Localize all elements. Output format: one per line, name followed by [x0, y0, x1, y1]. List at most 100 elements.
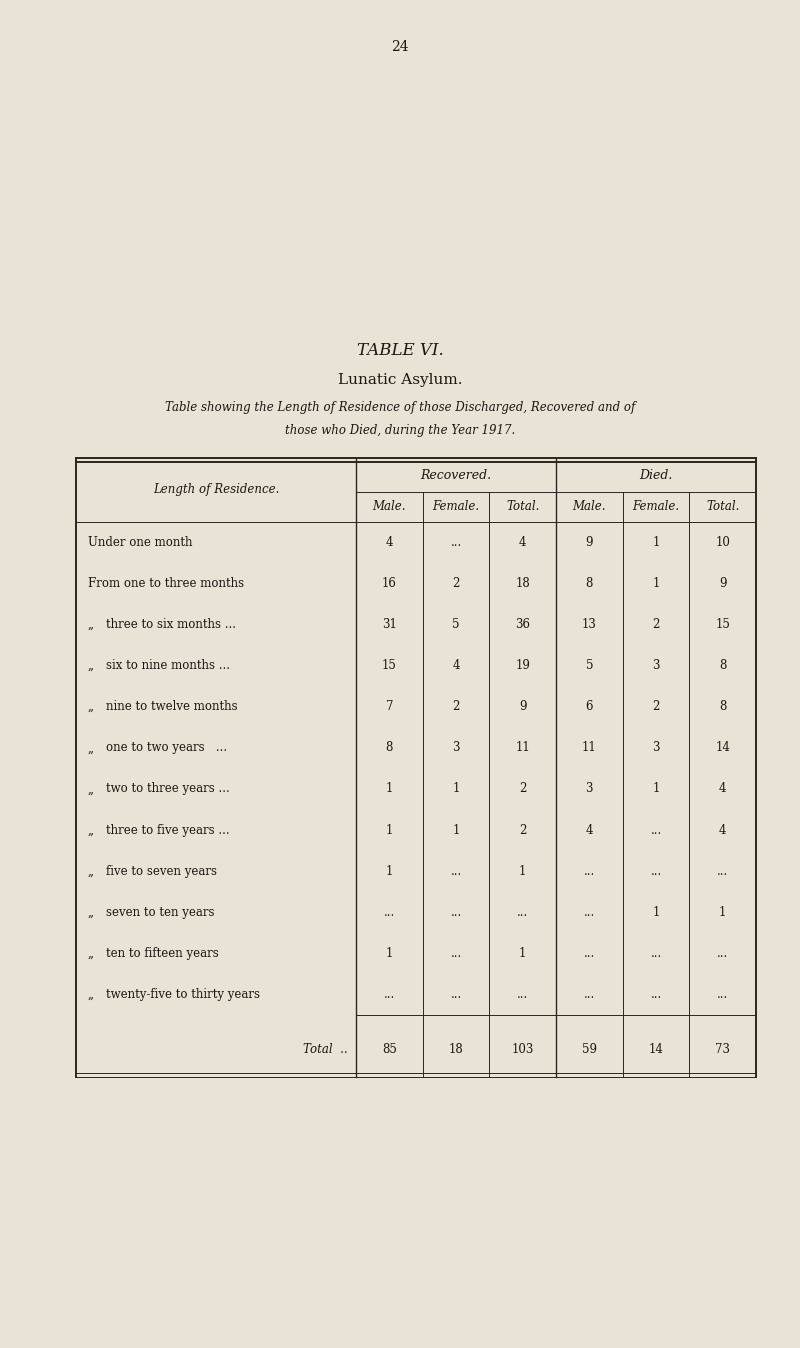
- Text: TABLE VI.: TABLE VI.: [357, 342, 443, 359]
- Text: 14: 14: [649, 1043, 663, 1057]
- Text: three to five years ...: three to five years ...: [106, 824, 230, 837]
- Text: 2: 2: [652, 700, 660, 713]
- Text: „: „: [88, 946, 94, 960]
- Text: 103: 103: [511, 1043, 534, 1057]
- Text: 18: 18: [515, 577, 530, 590]
- Text: 9: 9: [519, 700, 526, 713]
- Text: ten to fifteen years: ten to fifteen years: [106, 946, 219, 960]
- Text: 1: 1: [652, 535, 660, 549]
- Text: 1: 1: [386, 824, 393, 837]
- Text: Length of Residence.: Length of Residence.: [153, 484, 279, 496]
- Text: 1: 1: [452, 782, 460, 795]
- Text: ...: ...: [584, 864, 595, 878]
- Text: seven to ten years: seven to ten years: [106, 906, 215, 919]
- Text: ...: ...: [517, 988, 528, 1002]
- Text: 1: 1: [452, 824, 460, 837]
- Text: 11: 11: [515, 741, 530, 755]
- Text: 2: 2: [452, 577, 460, 590]
- Text: ...: ...: [384, 988, 395, 1002]
- Text: 14: 14: [715, 741, 730, 755]
- Text: ...: ...: [717, 946, 728, 960]
- Text: 16: 16: [382, 577, 397, 590]
- Text: twenty-five to thirty years: twenty-five to thirty years: [106, 988, 260, 1002]
- Text: those who Died, during the Year 1917.: those who Died, during the Year 1917.: [285, 423, 515, 437]
- Text: 1: 1: [519, 864, 526, 878]
- Text: 3: 3: [652, 741, 660, 755]
- Text: Female.: Female.: [433, 500, 479, 514]
- Text: ...: ...: [650, 864, 662, 878]
- Text: 10: 10: [715, 535, 730, 549]
- Text: „: „: [88, 782, 94, 795]
- Text: 18: 18: [449, 1043, 463, 1057]
- Text: 5: 5: [586, 659, 593, 673]
- Text: From one to three months: From one to three months: [88, 577, 244, 590]
- Text: ...: ...: [584, 946, 595, 960]
- Text: 9: 9: [586, 535, 593, 549]
- Text: „: „: [88, 617, 94, 631]
- Text: Under one month: Under one month: [88, 535, 193, 549]
- Text: one to two years   ...: one to two years ...: [106, 741, 227, 755]
- Text: Male.: Male.: [573, 500, 606, 514]
- Text: 1: 1: [386, 864, 393, 878]
- Text: three to six months ...: three to six months ...: [106, 617, 237, 631]
- Text: ...: ...: [450, 988, 462, 1002]
- Text: „: „: [88, 906, 94, 919]
- Text: 31: 31: [382, 617, 397, 631]
- Text: Female.: Female.: [633, 500, 679, 514]
- Text: 2: 2: [452, 700, 460, 713]
- Text: „: „: [88, 864, 94, 878]
- Text: ...: ...: [584, 988, 595, 1002]
- Text: 1: 1: [652, 906, 660, 919]
- Text: 3: 3: [652, 659, 660, 673]
- Text: 19: 19: [515, 659, 530, 673]
- Text: five to seven years: five to seven years: [106, 864, 218, 878]
- Text: Total.: Total.: [506, 500, 539, 514]
- Text: ...: ...: [450, 535, 462, 549]
- Text: 1: 1: [652, 782, 660, 795]
- Text: 1: 1: [719, 906, 726, 919]
- Text: ...: ...: [650, 988, 662, 1002]
- Text: 1: 1: [386, 946, 393, 960]
- Text: Total.: Total.: [706, 500, 739, 514]
- Text: Recovered.: Recovered.: [421, 469, 491, 481]
- Text: „: „: [88, 988, 94, 1002]
- Text: 6: 6: [586, 700, 593, 713]
- Text: 4: 4: [719, 782, 726, 795]
- Text: ...: ...: [450, 946, 462, 960]
- Text: 1: 1: [652, 577, 660, 590]
- Text: ...: ...: [450, 864, 462, 878]
- Text: 15: 15: [715, 617, 730, 631]
- Text: „: „: [88, 741, 94, 755]
- Text: 3: 3: [452, 741, 460, 755]
- Text: 4: 4: [519, 535, 526, 549]
- Text: „: „: [88, 659, 94, 673]
- Text: 1: 1: [386, 782, 393, 795]
- Text: „: „: [88, 700, 94, 713]
- Text: 4: 4: [386, 535, 393, 549]
- Text: 11: 11: [582, 741, 597, 755]
- Text: 15: 15: [382, 659, 397, 673]
- Text: 59: 59: [582, 1043, 597, 1057]
- Text: Total  ..: Total ..: [303, 1043, 348, 1057]
- Text: ...: ...: [650, 946, 662, 960]
- Text: 2: 2: [652, 617, 660, 631]
- Text: 8: 8: [586, 577, 593, 590]
- Text: 2: 2: [519, 782, 526, 795]
- Text: 36: 36: [515, 617, 530, 631]
- Text: 85: 85: [382, 1043, 397, 1057]
- Text: ...: ...: [650, 824, 662, 837]
- Text: ...: ...: [384, 906, 395, 919]
- Text: 3: 3: [586, 782, 593, 795]
- Text: six to nine months ...: six to nine months ...: [106, 659, 230, 673]
- Text: 13: 13: [582, 617, 597, 631]
- Text: 8: 8: [719, 659, 726, 673]
- Text: Lunatic Asylum.: Lunatic Asylum.: [338, 373, 462, 387]
- Text: Male.: Male.: [373, 500, 406, 514]
- Text: 8: 8: [719, 700, 726, 713]
- Text: ...: ...: [517, 906, 528, 919]
- Text: 73: 73: [715, 1043, 730, 1057]
- Text: ...: ...: [717, 864, 728, 878]
- Text: ...: ...: [450, 906, 462, 919]
- Text: ...: ...: [584, 906, 595, 919]
- Text: 9: 9: [719, 577, 726, 590]
